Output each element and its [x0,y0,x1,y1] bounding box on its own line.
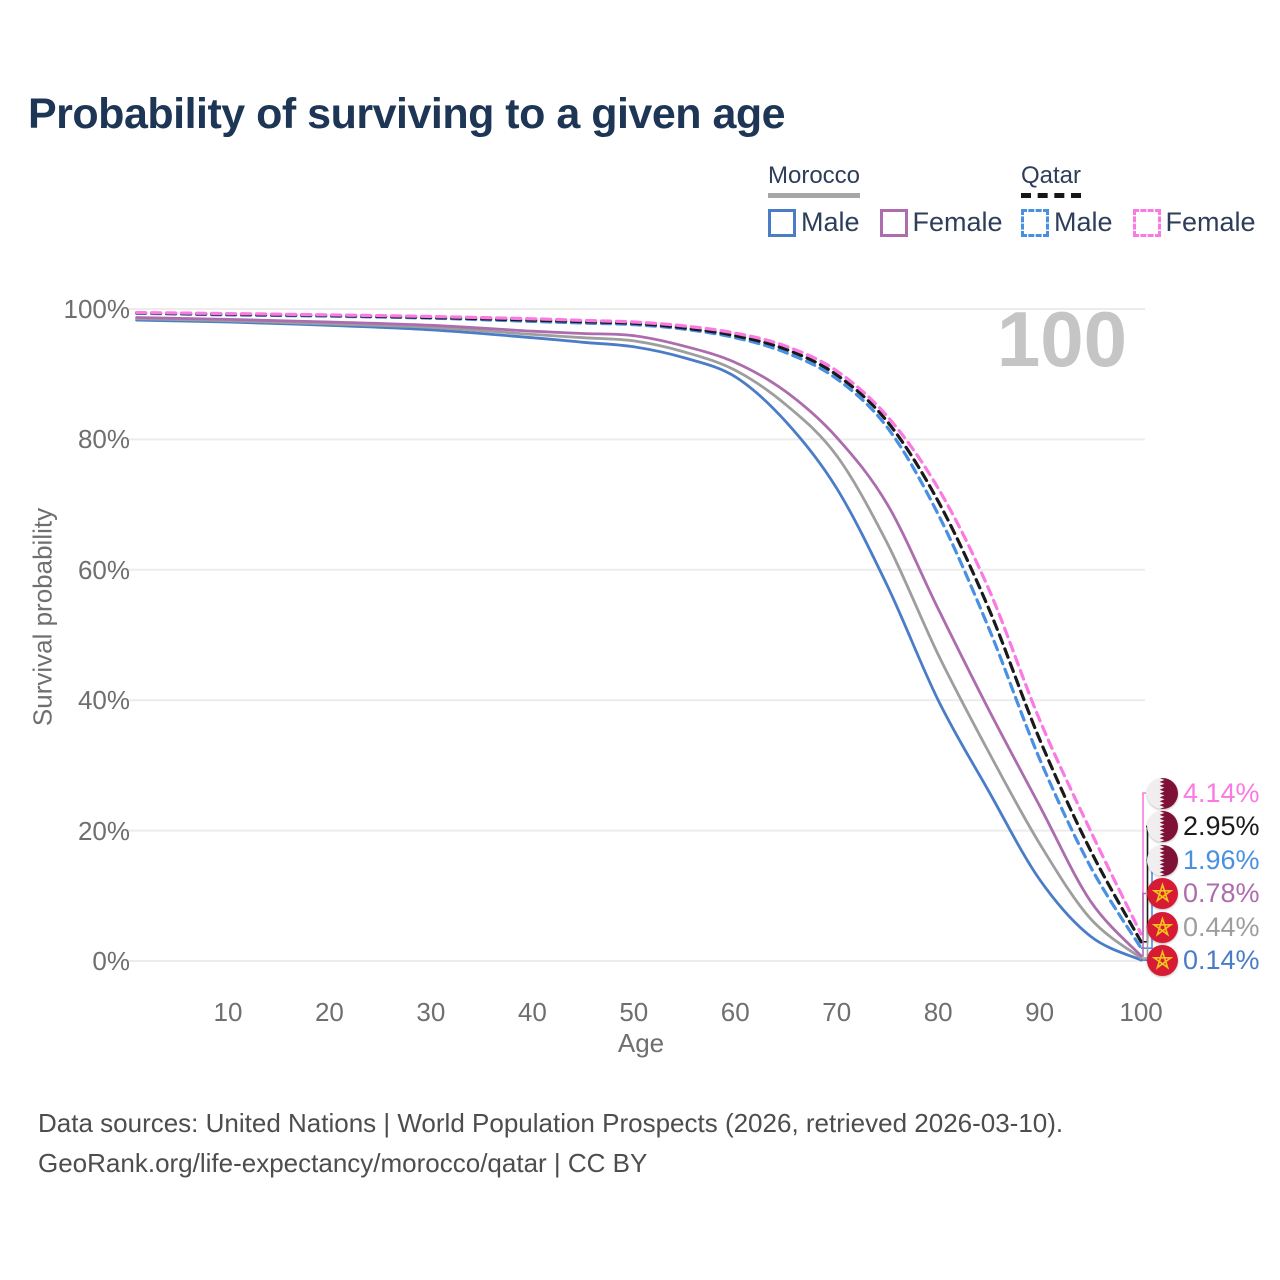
hover-age-watermark: 100 [996,295,1127,383]
y-tick-label: 100% [63,294,131,324]
end-label-qatar-all[interactable]: 2.95% [1147,811,1260,843]
morocco-flag-icon [1147,911,1178,943]
y-axis-title: Survival probability [27,507,58,727]
legend-item-morocco-female[interactable]: Female [912,207,1003,237]
end-label-qatar-male[interactable]: 1.96% [1147,844,1260,876]
end-label-connector [1141,892,1146,957]
legend-swatch-qatar-female[interactable] [1132,208,1161,237]
series-line-morocco-male[interactable] [135,318,1143,962]
x-axis-title: Age [617,1028,665,1058]
end-label-value: 4.14% [1183,777,1260,808]
end-label-value: 0.44% [1183,911,1260,942]
end-label-connector [1141,926,1149,959]
end-label-value: 1.96% [1183,844,1260,875]
legend-swatch-morocco-female[interactable] [879,208,908,237]
legend-swatch-morocco-male[interactable] [768,208,796,237]
y-tick-label: 80% [77,424,130,455]
legend-item-qatar-female[interactable]: Female [1165,207,1256,237]
series-line-morocco-female[interactable] [135,316,1143,958]
qatar-flag-icon [1147,777,1178,809]
x-tick-label: 70 [822,997,852,1027]
legend-item-qatar-male[interactable]: Male [1054,207,1113,237]
end-label-qatar-female[interactable]: 4.14% [1147,777,1260,809]
legend-group-morocco: Morocco Male Female [768,162,1023,238]
series-line-qatar-all[interactable] [135,311,1143,944]
legend-swatch-qatar-male[interactable] [1021,208,1049,237]
y-tick-label: 60% [77,554,130,585]
end-label-connector [1141,792,1146,935]
x-tick-label: 80 [923,997,953,1027]
x-tick-label: 50 [619,997,649,1027]
end-label-morocco-male[interactable]: 0.14% [1147,945,1260,977]
qatar-flag-icon [1147,811,1178,842]
y-tick-label: 40% [77,685,130,716]
end-label-connector [1141,825,1149,943]
qatar-flag-icon [1147,844,1178,876]
legend-group-qatar: Qatar Male Female [1021,162,1276,238]
end-label-value: 0.14% [1183,945,1260,975]
x-tick-label: 30 [416,997,446,1027]
end-label-morocco-all[interactable]: 0.44% [1147,911,1260,943]
legend-item-morocco-male[interactable]: Male [801,207,860,237]
footer-source-line: Data sources: United Nations | World Pop… [38,1108,1064,1138]
end-label-morocco-female[interactable]: 0.78% [1147,878,1260,910]
series-line-qatar-female[interactable] [135,310,1143,936]
x-tick-label: 60 [720,997,750,1027]
series-line-qatar-male[interactable] [135,311,1143,950]
chart-title: Probability of surviving to a given age [28,90,786,138]
x-tick-label: 40 [517,997,547,1027]
x-tick-label: 20 [314,997,344,1027]
x-tick-label: 10 [213,997,243,1027]
series-line-morocco-all[interactable] [135,317,1143,960]
y-tick-label: 20% [77,815,130,846]
end-label-value: 2.95% [1183,811,1260,841]
legend-country-morocco[interactable]: Morocco [768,162,861,198]
footer-attribution-line: GeoRank.org/life-expectancy/morocco/qata… [38,1148,648,1178]
y-tick-label: 0% [92,946,130,976]
end-label-value: 0.78% [1183,878,1260,908]
morocco-flag-icon [1147,945,1178,976]
morocco-flag-icon [1147,878,1178,909]
x-tick-label: 100 [1119,997,1163,1027]
legend-country-qatar[interactable]: Qatar [1021,162,1082,198]
x-tick-label: 90 [1025,997,1055,1027]
